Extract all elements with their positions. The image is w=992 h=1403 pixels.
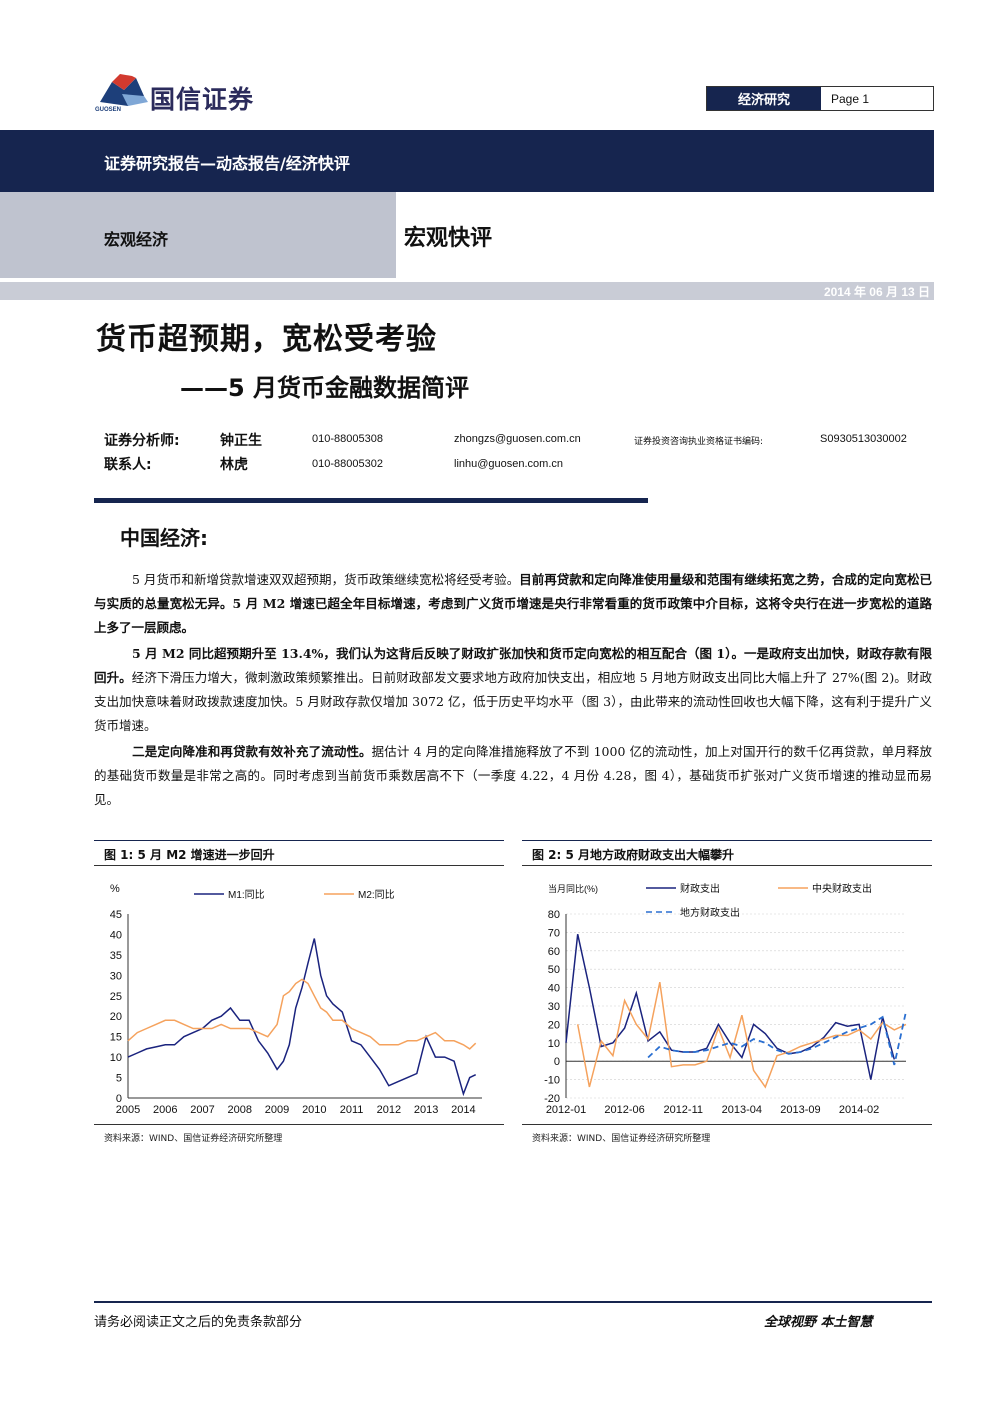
p2-text: 经济下滑压力增大，微刺激政策频繁推出。日前财政部发文要求地方政府加快支出，相应地…: [94, 670, 932, 733]
y-tick-label: 10: [548, 1038, 560, 1050]
divider: [94, 498, 648, 503]
p2-bold: 5 月 M2 同比超预期升至 13.4%，我们认为这背后反映了财政扩张加快和货币…: [94, 646, 932, 685]
figure-2-rule: [522, 1124, 932, 1125]
author-name: 钟正生: [220, 433, 262, 449]
y-tick-label: 20: [110, 1011, 122, 1023]
y-tick-label: 30: [110, 970, 122, 982]
contact-name: 林虎: [220, 457, 248, 473]
y-axis-label: 当月同比(%): [548, 883, 598, 894]
y-tick-label: -10: [544, 1075, 560, 1087]
company-name: 国信证券: [150, 85, 255, 114]
author-phone: 010-88005308: [312, 433, 383, 445]
report-type: 证券研究报告—动态报告/经济快评: [104, 154, 350, 173]
figure-2-chart: -20 -10 0 10 20 30 40 50 60 70 80 2012-01 2012-06 201…: [544, 882, 907, 1116]
y-tick-label: 80: [548, 909, 560, 921]
sector-band-left: [0, 192, 396, 278]
x-tick-label: 2007: [190, 1104, 214, 1116]
y-tick-label: 60: [548, 946, 560, 958]
author-role: 证券分析师:: [104, 433, 180, 449]
p3-bold: 二是定向降准和再贷款有效补充了流动性。: [132, 744, 372, 759]
p1-text: 5 月货币和新增贷款增速双双超预期，货币政策继续宽松将经受考验。: [132, 572, 520, 587]
figure-1-source: 资料来源：WIND、国信证券经济研究所整理: [104, 1134, 283, 1144]
contact-role: 联系人:: [104, 457, 152, 473]
y-tick-label: 40: [548, 983, 560, 995]
y-tick-label: 30: [548, 1001, 560, 1013]
y-axis-label: %: [110, 883, 120, 895]
x-tick-label: 2014: [451, 1104, 475, 1116]
x-tick-label: 2012-11: [663, 1104, 703, 1116]
page-indicator: 经济研究 Page 1: [706, 86, 934, 111]
legend-label-2: 中央财政支出: [812, 882, 872, 895]
series-line-3: [647, 1011, 907, 1066]
report-date: 2014 年 06 月 13 日: [823, 285, 930, 299]
date-bar: [0, 282, 934, 300]
y-tick-label: 40: [110, 929, 122, 941]
x-tick-label: 2014-02: [839, 1104, 879, 1116]
disclaimer-note[interactable]: 请务必阅读正文之后的免责条款部分: [94, 1315, 303, 1330]
series-line-1: [565, 934, 896, 1080]
y-tick-label: 20: [548, 1019, 560, 1031]
legend-label-1: M1:同比: [228, 889, 265, 901]
slogan: 全球视野 本土智慧: [764, 1315, 873, 1330]
category-label: 经济研究: [707, 87, 821, 110]
y-tick-label: 50: [548, 964, 560, 976]
contact-phone: 010-88005302: [312, 458, 383, 470]
y-tick-label: 25: [110, 991, 122, 1003]
page-number: Page 1: [821, 87, 933, 110]
y-tick-label: 5: [116, 1073, 122, 1085]
paragraph-2: 5 月 M2 同比超预期升至 13.4%，我们认为这背后反映了财政扩张加快和货币…: [94, 642, 932, 738]
figure-2-source: 资料来源：WIND、国信证券经济研究所整理: [532, 1134, 711, 1144]
figure-2-title: 图 2: 5 月地方政府财政支出大幅攀升: [532, 848, 735, 862]
y-tick-label: 70: [548, 927, 560, 939]
cert-number: S0930513030002: [820, 433, 907, 445]
guosen-logo-icon: [100, 74, 148, 106]
report-title: 货币超预期，宽松受考验: [96, 322, 437, 357]
company-sub: GUOSEN: [95, 107, 122, 113]
report-type-band: [0, 130, 934, 192]
figure-2-header: [522, 840, 932, 866]
y-tick-label: 45: [110, 909, 122, 921]
series-line-2: [127, 978, 477, 1050]
x-tick-label: 2013-04: [722, 1104, 762, 1116]
legend-label-3: 地方财政支出: [680, 906, 740, 919]
x-tick-label: 2012-06: [604, 1104, 644, 1116]
y-tick-label: 35: [110, 950, 122, 962]
figure-1-title: 图 1: 5 月 M2 增速进一步回升: [104, 848, 275, 862]
series-line-1: [127, 938, 477, 1097]
x-tick-label: 2013: [414, 1104, 438, 1116]
y-tick-label: 0: [116, 1093, 122, 1105]
x-tick-label: 2009: [265, 1104, 289, 1116]
legend-label-1: 财政支出: [680, 882, 720, 895]
p3-text: 据估计 4 月的定向降准措施释放了不到 1000 亿的流动性，加上对国开行的数千…: [94, 744, 932, 807]
contact-email[interactable]: linhu@guosen.com.cn: [454, 458, 564, 470]
figure-1-header: [94, 840, 504, 866]
x-tick-label: 2006: [153, 1104, 177, 1116]
column-label: 宏观快评: [404, 226, 493, 251]
paragraph-3: 二是定向降准和再贷款有效补充了流动性。据估计 4 月的定向降准措施释放了不到 1…: [94, 740, 932, 812]
footer-rule: [94, 1301, 932, 1303]
section-title: 中国经济:: [120, 526, 208, 550]
author-email[interactable]: zhongzs@guosen.com.cn: [454, 433, 581, 445]
legend-label-2: M2:同比: [358, 889, 395, 901]
cert-label: 证券投资咨询执业资格证书编码:: [634, 437, 764, 447]
x-tick-label: 2012: [377, 1104, 401, 1116]
x-tick-label: 2013-09: [780, 1104, 820, 1116]
x-tick-label: 2005: [116, 1104, 140, 1116]
p1-bold: 目前再贷款和定向降准使用量级和范围有继续拓宽之势，合成的定向宽松已与实质的总量宽…: [94, 572, 932, 635]
x-tick-label: 2012-01: [546, 1104, 586, 1116]
series-line-2: [576, 981, 907, 1089]
y-tick-label: -20: [544, 1093, 560, 1105]
x-tick-label: 2010: [302, 1104, 326, 1116]
y-tick-label: 15: [110, 1032, 122, 1044]
paragraph-1: 5 月货币和新增贷款增速双双超预期，货币政策继续宽松将经受考验。目前再贷款和定向…: [94, 568, 932, 640]
x-tick-label: 2008: [228, 1104, 252, 1116]
y-tick-label: 10: [110, 1052, 122, 1064]
figure-1-rule: [94, 1124, 504, 1125]
sector-label: 宏观经济: [104, 230, 169, 249]
x-tick-label: 2011: [340, 1104, 364, 1116]
figure-1-chart: 0 5 10 15 20 25 30 35 40 45 2005 2006 2007 2008 2009 20…: [110, 883, 482, 1116]
report-subtitle: ——5 月货币金融数据简评: [180, 374, 470, 402]
y-tick-label: 0: [554, 1056, 560, 1068]
